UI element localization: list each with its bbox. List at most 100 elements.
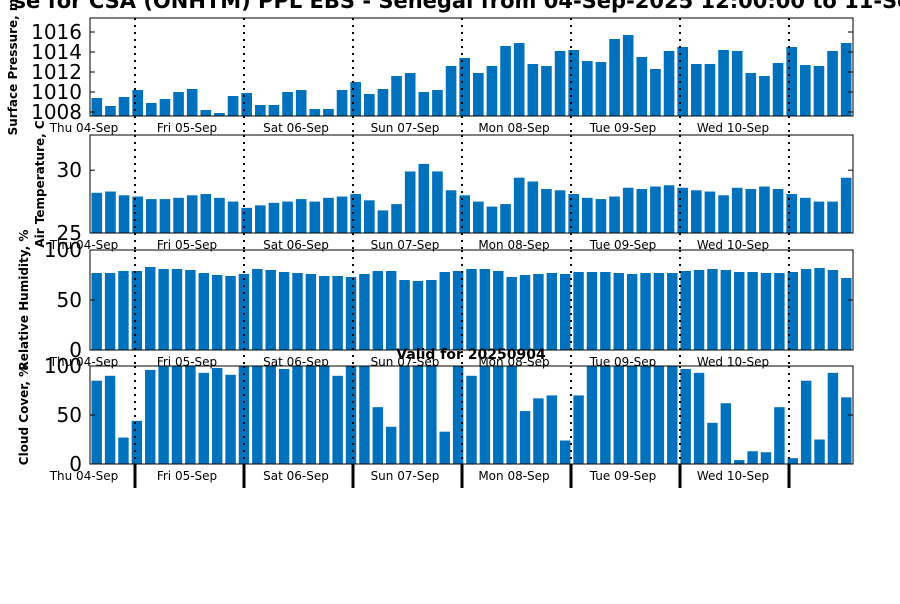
bar — [519, 411, 531, 464]
bar — [211, 367, 223, 464]
y-tick-label: 25 — [57, 221, 82, 245]
bar — [146, 103, 157, 116]
bar — [622, 35, 634, 116]
bar — [265, 366, 276, 464]
bar — [432, 90, 443, 116]
bar — [800, 197, 811, 233]
bar — [105, 191, 116, 233]
valid-for-note: Valid for 20250904 — [396, 347, 546, 363]
bar — [827, 51, 838, 116]
bar — [336, 90, 348, 116]
bar — [445, 66, 457, 116]
bar — [506, 366, 517, 464]
bar — [91, 192, 103, 233]
bar — [486, 206, 498, 233]
bar — [225, 374, 236, 464]
bar — [399, 366, 410, 464]
bar — [800, 380, 812, 464]
bar — [377, 210, 389, 233]
y-tick-label: 30 — [57, 158, 82, 182]
bar — [745, 73, 757, 116]
bar — [613, 366, 624, 464]
bar — [282, 92, 293, 116]
bar — [323, 197, 334, 233]
bar — [734, 460, 745, 464]
bar — [582, 61, 593, 116]
bar — [252, 269, 263, 350]
bar — [486, 66, 498, 116]
bar — [336, 196, 348, 233]
bar — [731, 187, 743, 233]
bar — [214, 197, 225, 233]
bar — [372, 271, 384, 350]
bar — [91, 273, 102, 350]
bar — [452, 271, 464, 350]
x-tick-label: Fri 05-Sep — [157, 469, 217, 483]
bar — [541, 189, 552, 233]
bar — [185, 270, 196, 350]
bar — [506, 277, 517, 350]
bar — [626, 366, 638, 464]
bar — [693, 270, 705, 350]
bar — [704, 191, 716, 233]
plot-frame — [89, 134, 854, 234]
bar — [332, 375, 343, 464]
bar — [132, 90, 143, 116]
bar — [432, 171, 443, 233]
bar — [772, 189, 784, 233]
bar — [653, 273, 665, 350]
bar — [774, 273, 785, 350]
bar — [241, 207, 252, 233]
bar — [350, 82, 361, 116]
bar — [412, 281, 424, 350]
bar — [640, 273, 651, 350]
bar — [131, 420, 143, 464]
bar — [104, 375, 116, 464]
bar — [667, 273, 678, 350]
bar — [198, 273, 209, 350]
bar — [595, 62, 607, 116]
bar — [255, 105, 266, 116]
y-tick-label: 50 — [57, 288, 82, 312]
y-axis-label: Relative Humidity, % — [17, 230, 31, 371]
bar — [667, 366, 678, 464]
bar — [813, 201, 825, 233]
bar — [559, 440, 571, 464]
bar — [760, 452, 772, 464]
panel-2: 25 30 Thu 04-Sep Fri 05-Sep Sat 06-Sep Sun 07… — [33, 120, 854, 252]
plot-frame — [89, 17, 854, 117]
bar — [493, 366, 504, 464]
x-tick-label: Wed 10-Sep — [697, 469, 769, 483]
bar — [391, 76, 402, 116]
bar — [586, 366, 598, 464]
bar — [158, 366, 169, 464]
bar — [146, 199, 157, 233]
bar — [527, 64, 539, 116]
bar — [118, 271, 129, 350]
y-tick-label: 100 — [44, 238, 82, 262]
bar — [541, 66, 552, 116]
y-tick-label: 100 — [44, 354, 82, 378]
bar — [677, 187, 688, 233]
bar — [747, 451, 758, 464]
bar — [533, 274, 544, 350]
bar — [214, 113, 225, 116]
bar — [241, 93, 252, 116]
x-tick-label: Mon 08-Sep — [478, 469, 549, 483]
bar — [720, 270, 732, 350]
bar — [636, 189, 648, 233]
y-axis-label: Surface Pressure, m — [6, 0, 20, 135]
bar — [268, 105, 280, 116]
bar — [252, 366, 263, 464]
bar — [105, 106, 116, 116]
bar — [159, 199, 171, 233]
bar — [493, 271, 504, 350]
bar — [568, 194, 579, 233]
bar — [787, 272, 798, 350]
bar — [459, 195, 470, 233]
bar — [546, 395, 558, 464]
bar — [211, 275, 223, 350]
y-axis-label: Cloud Cover, % — [17, 365, 31, 465]
bar — [404, 73, 416, 116]
bar — [814, 439, 825, 464]
